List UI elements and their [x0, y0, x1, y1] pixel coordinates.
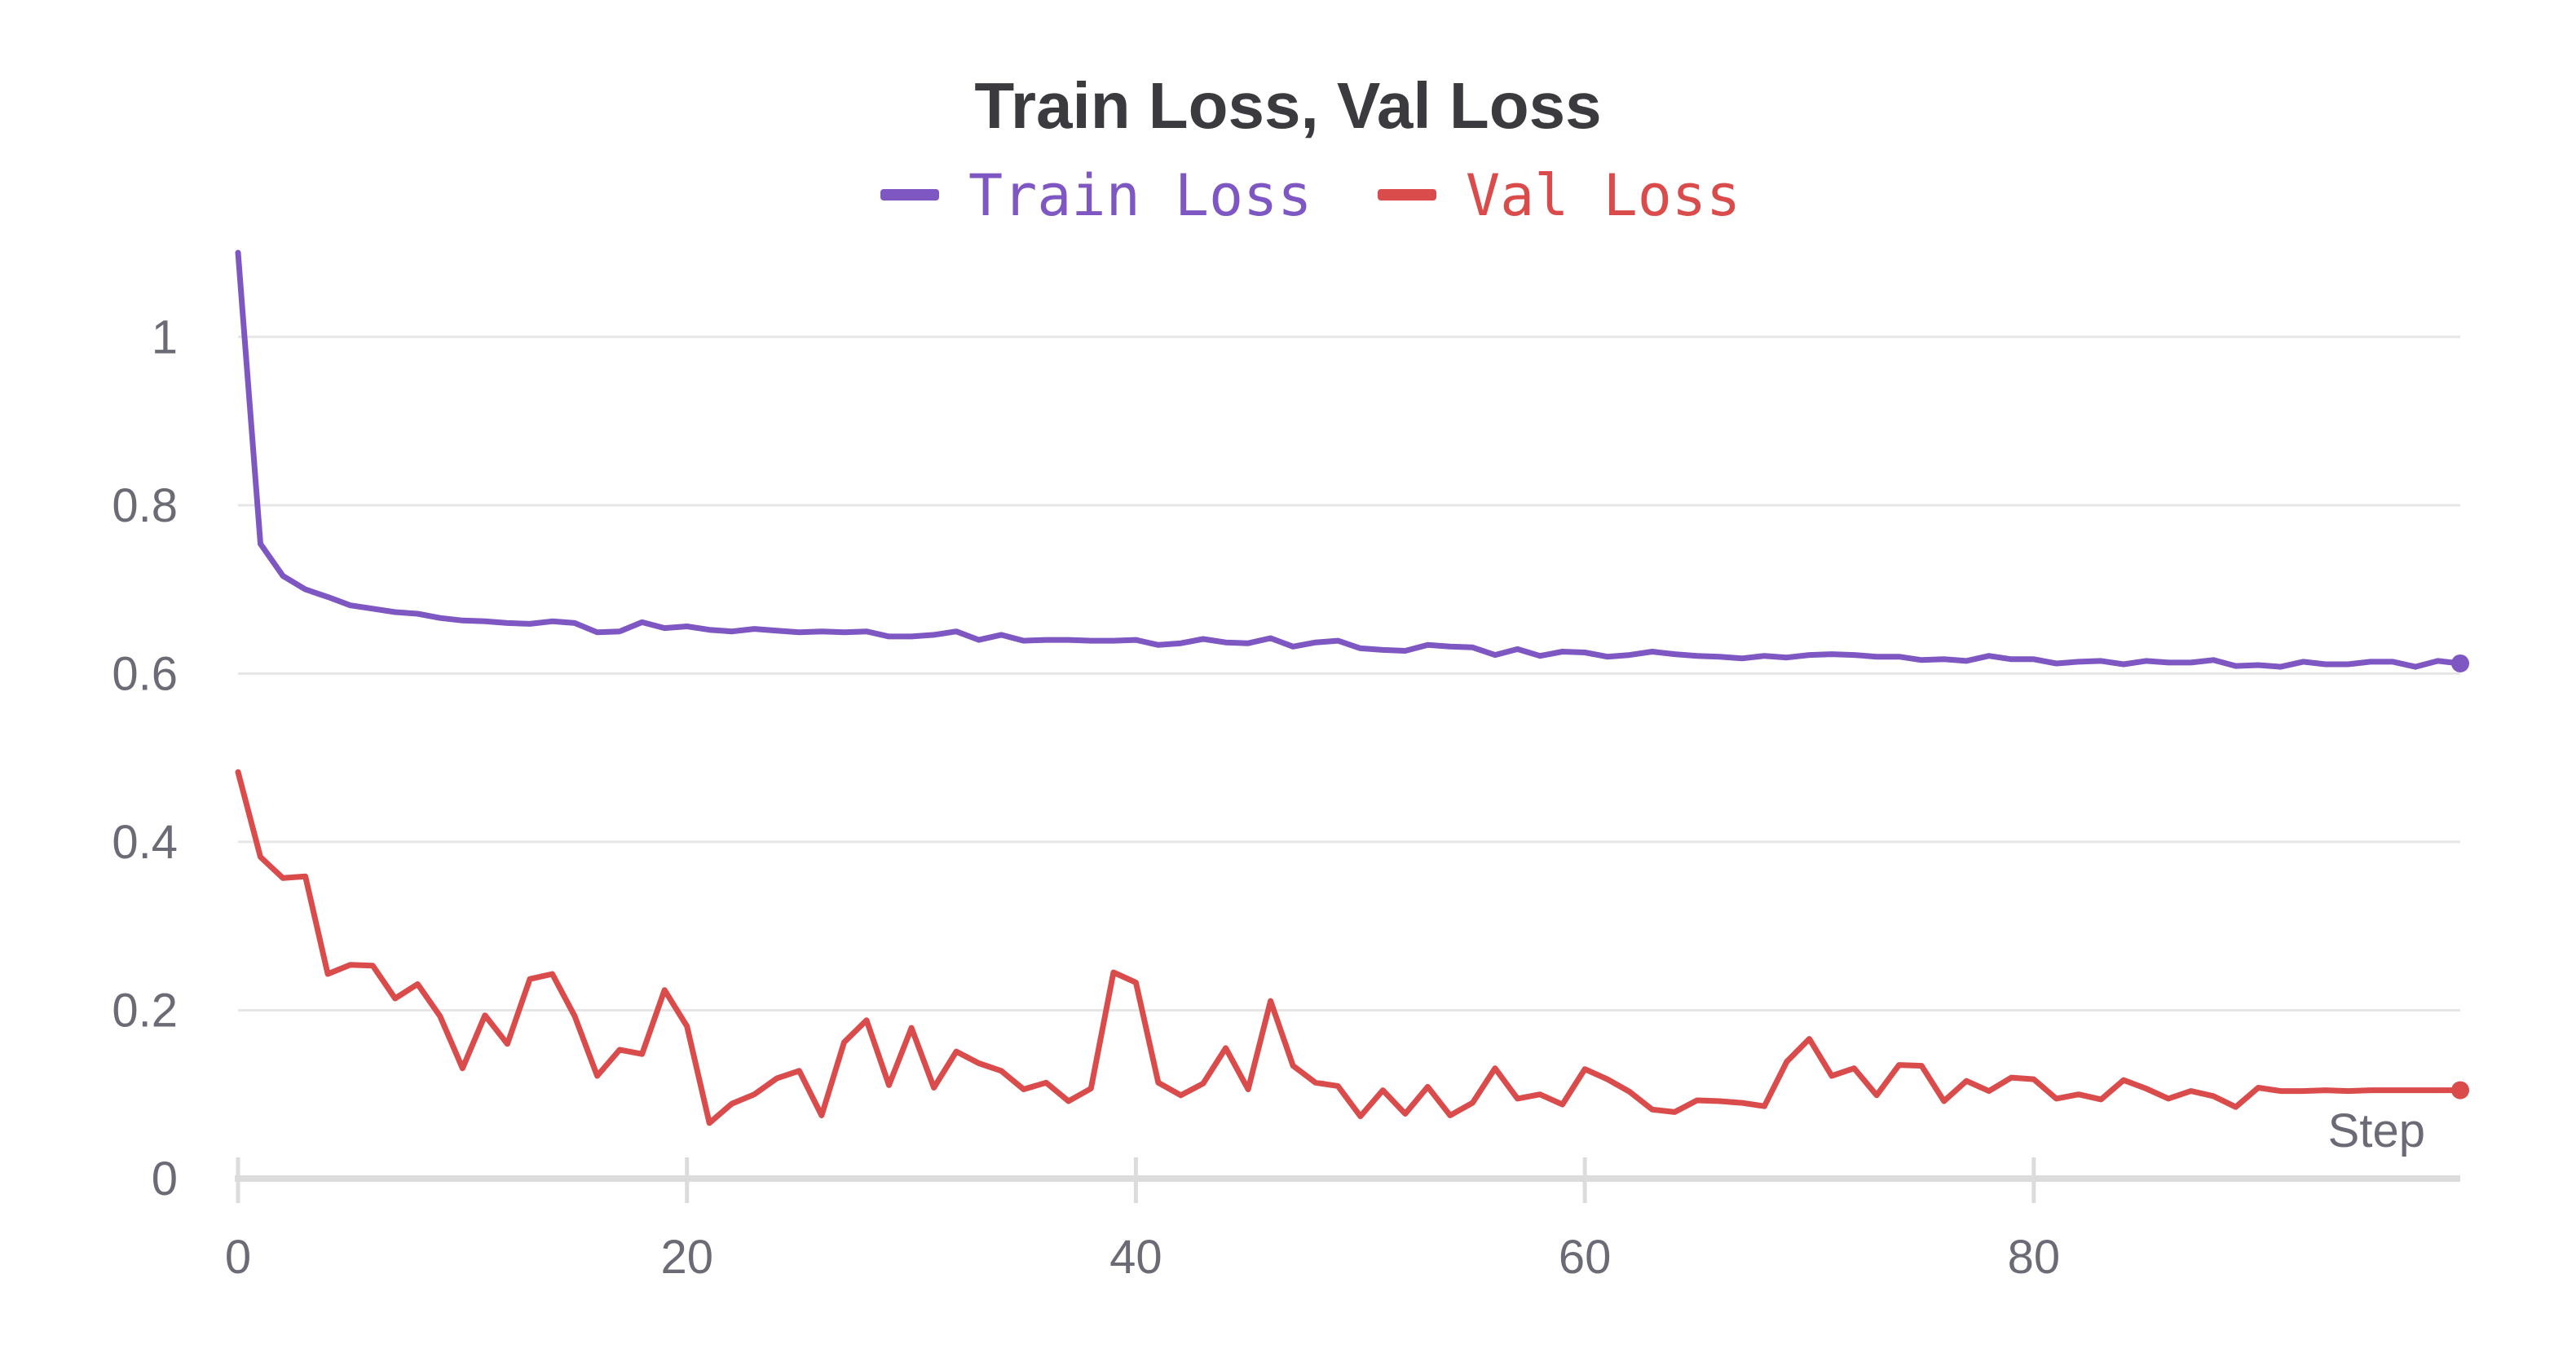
legend-label: Val Loss — [1466, 162, 1740, 229]
x-axis-title: Step — [2328, 1104, 2425, 1157]
grid — [238, 335, 2460, 1011]
chart-title: Train Loss, Val Loss — [974, 69, 1601, 142]
legend-swatch — [1378, 189, 1436, 201]
legend-item-val-loss[interactable]: Val Loss — [1378, 162, 1740, 229]
y-tick-label: 0.2 — [112, 984, 178, 1037]
x-tick-label: 20 — [660, 1231, 713, 1284]
train-loss-line — [235, 249, 2464, 670]
legend-swatch — [880, 189, 939, 201]
x-axis: 0 20 40 60 80 — [225, 1157, 2460, 1284]
x-tick-label: 60 — [1559, 1231, 1612, 1284]
val-loss-end-point — [2451, 1081, 2469, 1100]
legend-item-train-loss[interactable]: Train Loss — [880, 162, 1312, 229]
y-tick-label: 0.8 — [112, 479, 178, 532]
y-tick-label: 0.4 — [112, 816, 178, 869]
x-tick-label: 0 — [225, 1231, 251, 1284]
series-layer — [235, 249, 2469, 1126]
y-axis: 0 0.2 0.4 0.6 0.8 1 — [112, 311, 178, 1205]
y-tick-label: 0 — [152, 1152, 178, 1205]
legend-label: Train Loss — [968, 162, 1312, 229]
val-loss-line — [235, 769, 2464, 1126]
y-tick-label: 0.6 — [112, 647, 178, 700]
legend: Train Loss Val Loss — [880, 162, 1740, 229]
x-tick-label: 80 — [2008, 1231, 2061, 1284]
train-loss-end-point — [2451, 654, 2469, 672]
y-tick-label: 1 — [152, 311, 178, 364]
x-tick-label: 40 — [1109, 1231, 1162, 1284]
